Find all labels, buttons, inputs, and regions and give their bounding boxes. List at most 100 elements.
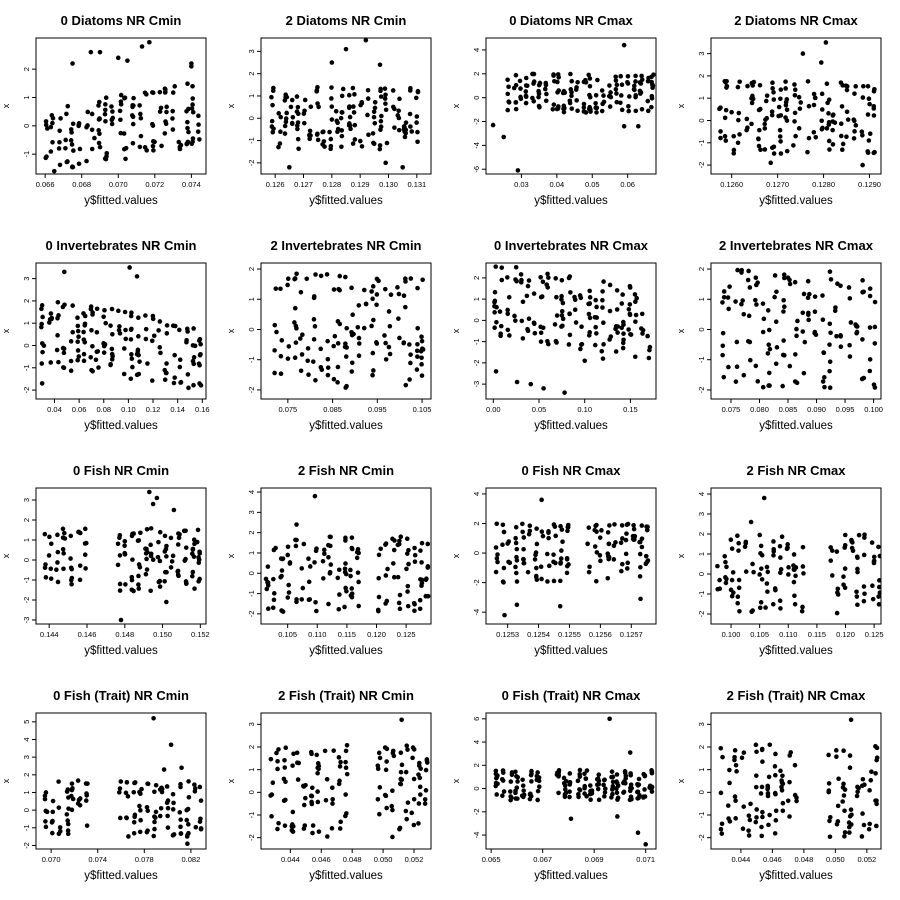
data-point: [56, 831, 62, 837]
data-point: [792, 762, 798, 768]
data-point: [365, 112, 370, 118]
data-point: [343, 538, 348, 543]
data-point: [513, 769, 518, 775]
data-point: [137, 103, 142, 108]
y-tick-label: -2: [472, 118, 481, 125]
data-point: [190, 547, 196, 552]
y-tick-label: -1: [247, 356, 256, 363]
data-point: [382, 333, 387, 338]
data-point: [614, 779, 619, 784]
data-point: [620, 345, 626, 351]
data-point: [415, 89, 421, 95]
data-point: [860, 278, 865, 283]
data-point: [777, 543, 783, 549]
data-point: [499, 277, 505, 283]
data-point: [324, 272, 330, 277]
data-point: [599, 528, 604, 533]
data-point: [773, 808, 779, 814]
data-point: [731, 147, 737, 153]
y-tick-label: 1: [247, 297, 256, 301]
data-point: [339, 144, 344, 150]
data-point: [156, 539, 161, 545]
data-point: [773, 791, 778, 797]
data-point: [378, 86, 383, 92]
data-point: [848, 807, 854, 812]
data-point: [499, 777, 505, 782]
points: [39, 265, 204, 391]
y-tick-label: 2: [472, 763, 481, 767]
data-point: [866, 96, 872, 102]
data-point: [806, 103, 812, 109]
data-point: [726, 306, 731, 312]
data-point: [492, 299, 497, 305]
panel-title: 0 Invertebrates NR Cmin: [46, 238, 197, 253]
data-point: [842, 834, 847, 839]
data-point: [628, 332, 634, 337]
data-point: [737, 79, 742, 85]
data-point: [298, 368, 304, 374]
data-point: [618, 100, 623, 106]
data-point: [741, 804, 747, 809]
data-point: [819, 91, 825, 97]
data-point: [282, 823, 288, 828]
data-point: [55, 333, 60, 338]
data-point: [601, 279, 606, 284]
data-point: [579, 324, 584, 330]
data-point: [272, 370, 277, 376]
data-point: [610, 774, 616, 780]
data-point: [276, 747, 281, 752]
data-point: [729, 593, 735, 599]
data-point: [331, 748, 336, 753]
points: [493, 716, 655, 847]
data-point: [838, 283, 843, 289]
data-point: [633, 93, 639, 98]
data-point: [290, 114, 296, 120]
data-point: [132, 812, 138, 818]
data-point: [811, 129, 817, 135]
data-point: [626, 108, 632, 114]
data-point: [545, 271, 550, 277]
data-point: [68, 358, 74, 364]
data-point: [418, 766, 423, 771]
data-point: [778, 567, 784, 572]
data-point: [283, 797, 288, 803]
data-point: [862, 535, 867, 540]
x-tick-label: 0.146: [78, 630, 97, 639]
data-point: [718, 129, 723, 134]
data-point: [76, 122, 82, 127]
data-point: [75, 339, 80, 345]
data-point: [328, 534, 333, 540]
data-point: [284, 110, 289, 116]
data-point: [594, 331, 599, 336]
data-point: [349, 535, 355, 540]
data-point: [336, 781, 342, 787]
data-point: [829, 573, 835, 578]
data-point: [68, 138, 74, 143]
data-point: [805, 79, 811, 84]
y-tick-label: -1: [247, 590, 256, 597]
data-point: [96, 117, 102, 122]
data-point: [760, 809, 765, 815]
data-point: [607, 337, 612, 342]
y-tick-label: 4: [472, 740, 481, 744]
data-point: [405, 603, 411, 609]
data-point: [871, 106, 877, 111]
data-point: [143, 313, 148, 318]
data-point: [356, 335, 362, 341]
data-point: [780, 773, 785, 779]
data-point: [183, 545, 189, 550]
data-point: [97, 131, 102, 137]
data-point: [81, 351, 87, 357]
data-point: [498, 323, 504, 329]
data-point: [134, 351, 140, 357]
data-point: [569, 106, 575, 111]
data-point: [152, 814, 157, 819]
data-point: [625, 73, 631, 79]
data-point: [754, 302, 759, 307]
data-point: [115, 562, 121, 568]
data-point: [824, 126, 830, 131]
y-tick-label: -2: [472, 808, 481, 815]
panel-title: 2 Fish NR Cmin: [298, 463, 394, 478]
data-point: [64, 111, 69, 117]
data-point: [867, 325, 873, 330]
